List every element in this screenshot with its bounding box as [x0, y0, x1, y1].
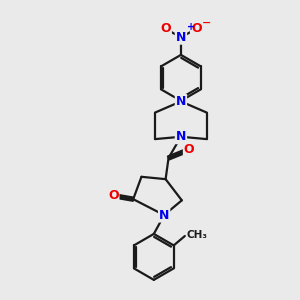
- Text: O: O: [108, 189, 119, 202]
- Text: N: N: [176, 31, 186, 44]
- Text: −: −: [202, 18, 211, 28]
- Text: N: N: [176, 130, 186, 143]
- Text: +: +: [187, 22, 195, 32]
- Text: N: N: [159, 208, 169, 222]
- Text: O: O: [184, 143, 194, 157]
- Text: O: O: [160, 22, 171, 35]
- Text: CH₃: CH₃: [186, 230, 207, 239]
- Text: N: N: [176, 95, 186, 108]
- Text: O: O: [191, 22, 202, 35]
